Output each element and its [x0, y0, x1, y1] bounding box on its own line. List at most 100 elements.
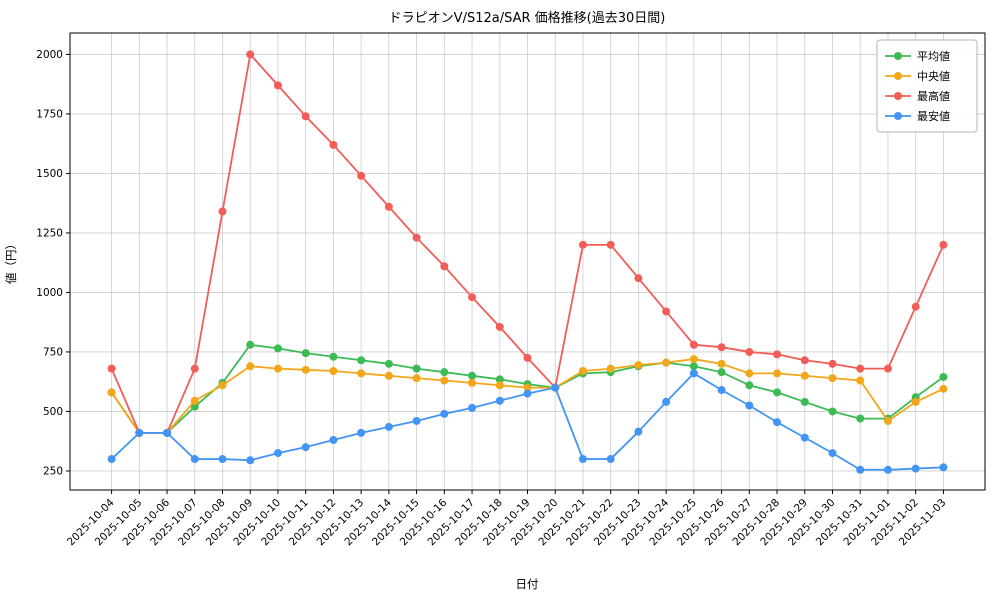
legend-item-median: 中央値	[885, 70, 950, 83]
data-point-max	[745, 347, 754, 356]
data-point-min	[246, 456, 255, 465]
data-point-min	[717, 386, 726, 395]
data-point-min	[551, 383, 560, 392]
y-axis: 250 500 750 1000 1250 1500 1750 2000	[36, 49, 70, 477]
data-point-max	[384, 202, 393, 211]
data-point-median	[578, 366, 587, 375]
data-point-average	[440, 368, 449, 377]
y-tick-label: 1500	[36, 168, 63, 180]
data-point-max	[218, 207, 227, 216]
data-point-max	[357, 171, 366, 180]
data-point-max	[190, 364, 199, 373]
data-point-min	[218, 455, 227, 464]
legend-marker-median	[894, 72, 902, 80]
data-point-average	[329, 352, 338, 361]
data-point-min	[911, 464, 920, 473]
data-point-median	[107, 388, 116, 397]
data-point-median	[384, 371, 393, 380]
legend-label-min: 最安値	[917, 109, 950, 123]
data-point-min	[662, 397, 671, 406]
data-point-min	[773, 418, 782, 427]
data-point-min	[163, 428, 172, 437]
data-point-median	[301, 365, 310, 374]
data-point-median	[440, 376, 449, 385]
data-point-average	[939, 372, 948, 381]
data-point-median	[911, 397, 920, 406]
data-point-max	[911, 302, 920, 311]
chart-title: ドラピオンV/S12a/SAR 価格推移(過去30日間)	[389, 10, 666, 26]
data-point-median	[634, 361, 643, 370]
data-point-median	[662, 358, 671, 367]
data-point-average	[468, 371, 477, 380]
y-tick-label: 750	[43, 346, 63, 358]
data-point-median	[939, 384, 948, 393]
legend-label-max: 最高値	[917, 89, 950, 103]
data-point-max	[717, 343, 726, 352]
data-point-average	[190, 402, 199, 411]
data-point-median	[828, 374, 837, 383]
legend-marker-min	[894, 112, 902, 120]
data-point-median	[495, 381, 504, 390]
data-point-min	[689, 369, 698, 378]
legend-label-median: 中央値	[917, 70, 950, 83]
data-point-average	[412, 364, 421, 373]
data-point-average	[828, 407, 837, 416]
data-point-median	[883, 416, 892, 425]
data-point-max	[856, 364, 865, 373]
data-point-max	[939, 240, 948, 249]
data-point-min	[107, 455, 116, 464]
data-point-min	[523, 389, 532, 398]
data-point-min	[495, 396, 504, 405]
data-point-min	[190, 455, 199, 464]
x-axis-label: 日付	[516, 577, 539, 591]
data-point-max	[689, 340, 698, 349]
data-point-average	[856, 414, 865, 423]
gridlines	[70, 33, 985, 490]
data-point-min	[329, 436, 338, 445]
data-point-max	[246, 50, 255, 59]
legend-box	[876, 39, 978, 133]
data-point-min	[634, 427, 643, 436]
y-tick-label: 2000	[36, 49, 63, 61]
data-point-median	[218, 381, 227, 390]
legend-marker-max	[894, 92, 902, 100]
legend-item-min: 最安値	[885, 109, 950, 123]
data-point-min	[273, 449, 282, 458]
data-point-min	[883, 465, 892, 474]
data-point-min	[135, 428, 144, 437]
data-point-max	[412, 233, 421, 242]
x-axis: 2025-10-042025-10-052025-10-062025-10-07…	[65, 490, 949, 548]
legend-item-max: 最高値	[885, 89, 950, 103]
data-point-median	[190, 396, 199, 405]
data-point-median	[468, 378, 477, 387]
data-point-median	[246, 362, 255, 371]
chart-plot-area: 250 500 750 1000 1250 1500 1750 2000 2025-10-042…	[36, 32, 986, 548]
y-tick-label: 1250	[36, 227, 63, 239]
data-point-average	[273, 344, 282, 353]
data-point-median	[773, 369, 782, 378]
data-point-median	[273, 364, 282, 373]
data-point-median	[856, 376, 865, 385]
data-point-average	[717, 368, 726, 377]
data-point-average	[357, 356, 366, 365]
y-tick-label: 500	[43, 406, 63, 418]
data-point-median	[689, 355, 698, 364]
data-point-average	[773, 388, 782, 397]
data-point-min	[745, 401, 754, 410]
data-point-median	[329, 366, 338, 375]
y-axis-label: 値（円）	[4, 238, 18, 284]
data-point-max	[883, 364, 892, 373]
data-point-median	[717, 359, 726, 368]
data-point-median	[357, 369, 366, 378]
data-point-max	[606, 240, 615, 249]
data-point-max	[800, 356, 809, 365]
y-tick-label: 1750	[36, 108, 63, 120]
data-point-max	[440, 262, 449, 271]
data-point-median	[745, 369, 754, 378]
data-point-median	[606, 364, 615, 373]
data-point-max	[773, 350, 782, 359]
legend-marker-average	[894, 52, 902, 60]
